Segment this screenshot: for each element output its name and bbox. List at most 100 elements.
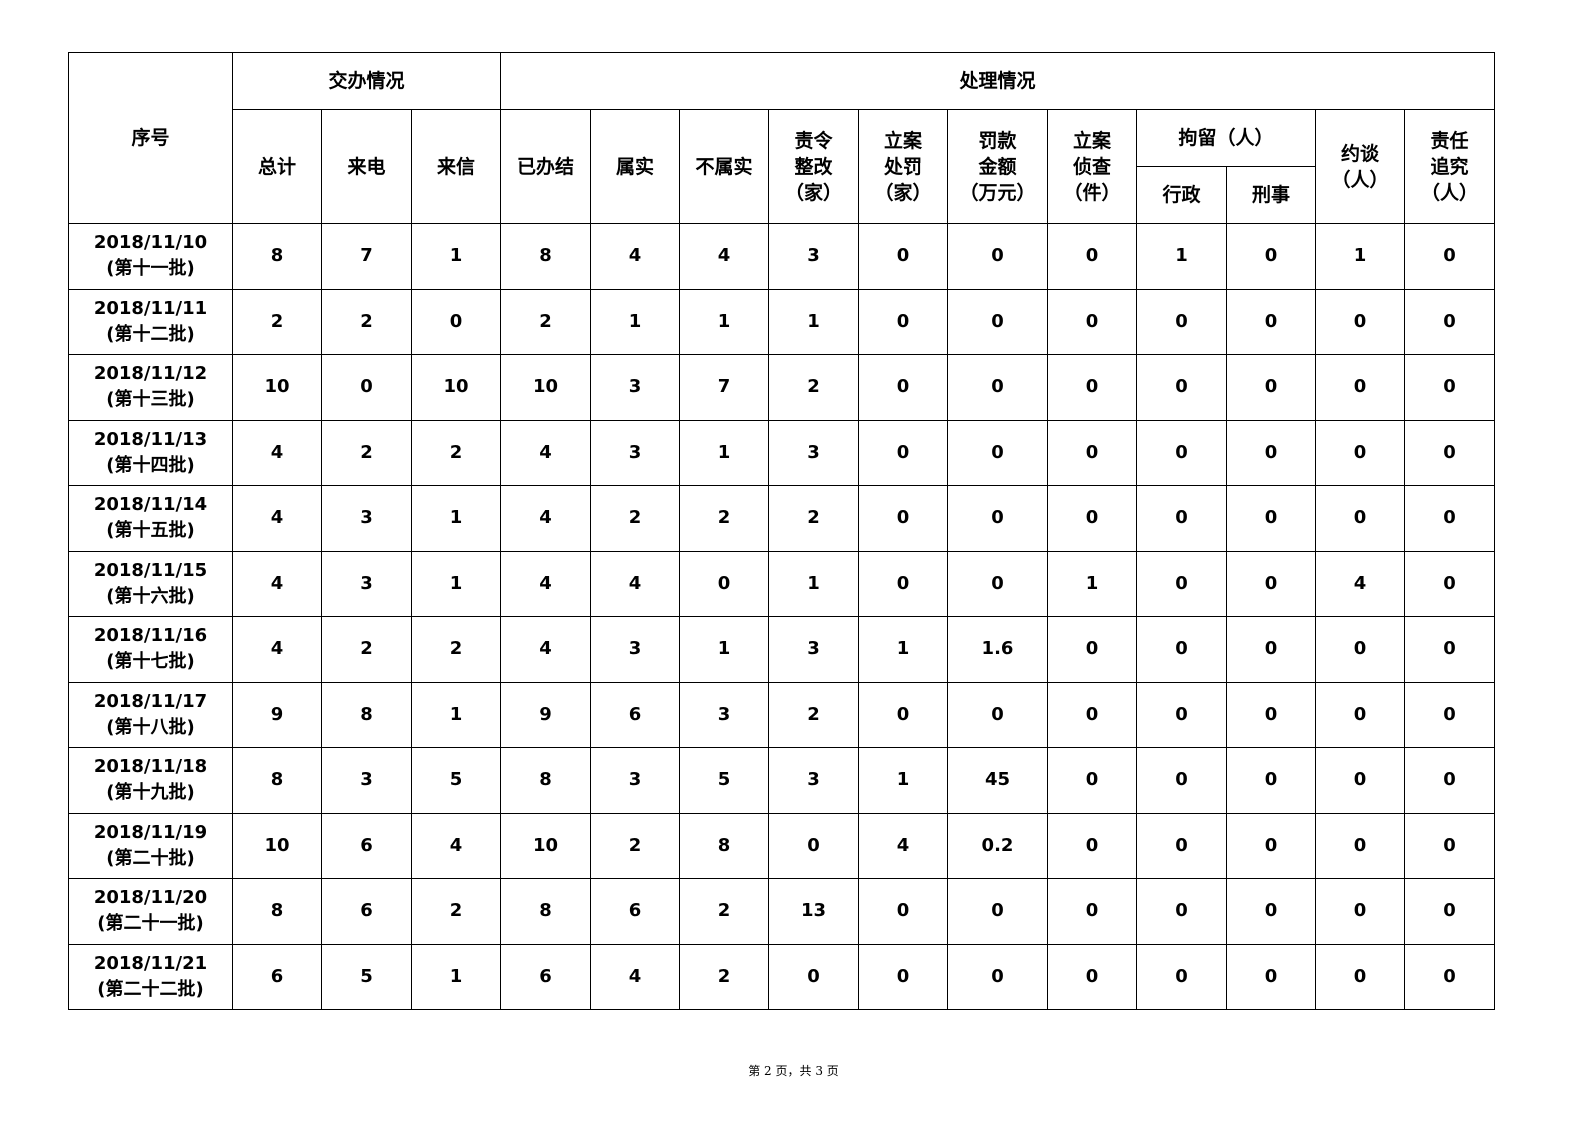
table-cell: 6 bbox=[500, 943, 591, 1010]
table-cell: 4 bbox=[500, 419, 591, 486]
table-cell: 0 bbox=[858, 288, 948, 355]
table-cell: 6 bbox=[590, 878, 680, 945]
table-cell: 7 bbox=[679, 354, 769, 421]
table-cell: 3 bbox=[590, 747, 680, 814]
table-cell: 0 bbox=[858, 681, 948, 748]
table-cell: 0 bbox=[768, 943, 859, 1010]
table-cell: 1 bbox=[1315, 223, 1405, 290]
table-cell: 0 bbox=[1047, 288, 1137, 355]
table-cell: 0 bbox=[1226, 747, 1316, 814]
table-cell: 2 bbox=[321, 288, 412, 355]
table-cell: 0 bbox=[1136, 812, 1227, 879]
table-cell: 0 bbox=[1403, 747, 1496, 814]
header-handle-col: 已办结 bbox=[500, 109, 591, 224]
header-handle-col: 罚款 金额 （万元） bbox=[947, 109, 1048, 224]
table-cell: 4 bbox=[500, 550, 591, 617]
table-cell: 0 bbox=[1047, 223, 1137, 290]
table-cell: 0 bbox=[1136, 681, 1227, 748]
table-cell: 2 bbox=[590, 485, 680, 552]
table-cell: 3 bbox=[768, 747, 859, 814]
table-cell: 3 bbox=[321, 747, 412, 814]
table-cell: 3 bbox=[590, 419, 680, 486]
table-cell: 0 bbox=[1226, 550, 1316, 617]
row-seq: 2018/11/16 (第十七批) bbox=[68, 616, 233, 683]
table-cell: 0 bbox=[1226, 616, 1316, 683]
header-handle-col: 责令 整改 （家） bbox=[768, 109, 859, 224]
table-cell: 0 bbox=[858, 878, 948, 945]
table-cell: 5 bbox=[679, 747, 769, 814]
table-cell: 0 bbox=[1403, 616, 1496, 683]
table-cell: 0 bbox=[411, 288, 501, 355]
row-seq: 2018/11/20 (第二十一批) bbox=[68, 878, 233, 945]
table-cell: 0 bbox=[947, 223, 1048, 290]
table-cell: 0 bbox=[768, 812, 859, 879]
table-cell: 0 bbox=[321, 354, 412, 421]
header-handle-col: 立案 处罚 （家） bbox=[858, 109, 948, 224]
table-cell: 2 bbox=[411, 419, 501, 486]
row-date: 2018/11/16 bbox=[93, 625, 208, 647]
table-cell: 2 bbox=[321, 419, 412, 486]
header-detain: 拘留（人） bbox=[1136, 109, 1316, 167]
table-cell: 0 bbox=[1226, 288, 1316, 355]
table-cell: 6 bbox=[321, 878, 412, 945]
table-cell: 13 bbox=[768, 878, 859, 945]
table-cell: 4 bbox=[411, 812, 501, 879]
table-cell: 0 bbox=[1226, 878, 1316, 945]
report-table: 序号 交办情况 处理情况 总计 来电 来信 已办结 属实 不属实 责令 整改 （家） 立案 处罚 （家… bbox=[68, 52, 1496, 1010]
table-cell: 4 bbox=[232, 550, 322, 617]
table-cell: 0 bbox=[1315, 485, 1405, 552]
table-cell: 0 bbox=[1315, 943, 1405, 1010]
header-assign-col: 来电 bbox=[321, 109, 412, 224]
table-cell: 9 bbox=[500, 681, 591, 748]
table-cell: 1 bbox=[590, 288, 680, 355]
page-footer: 第 2 页，共 3 页 bbox=[748, 1064, 839, 1078]
table-cell: 0 bbox=[1403, 354, 1496, 421]
row-date: 2018/11/12 bbox=[93, 363, 208, 385]
table-cell: 0 bbox=[1136, 550, 1227, 617]
row-date: 2018/11/15 bbox=[93, 559, 208, 581]
table-cell: 0 bbox=[1047, 419, 1137, 486]
row-seq: 2018/11/18 (第十九批) bbox=[68, 747, 233, 814]
table-cell: 0 bbox=[1403, 943, 1496, 1010]
table-cell: 0 bbox=[1047, 812, 1137, 879]
table-cell: 1 bbox=[768, 288, 859, 355]
table-row: 2018/11/12 (第十三批) 10 0 10 10 3 7 2 0 0 0 0 0 0 0 bbox=[68, 354, 1496, 421]
table-cell: 4 bbox=[590, 223, 680, 290]
table-cell: 10 bbox=[411, 354, 501, 421]
table-cell: 1 bbox=[1136, 223, 1227, 290]
header-detain-admin: 行政 bbox=[1136, 166, 1227, 224]
table-cell: 1.6 bbox=[947, 616, 1048, 683]
table-row: 2018/11/17 (第十八批) 9 8 1 9 6 3 2 0 0 0 0 0 0 0 bbox=[68, 681, 1496, 748]
table-cell: 0 bbox=[1136, 747, 1227, 814]
header-handle-col: 属实 bbox=[590, 109, 680, 224]
table-cell: 0 bbox=[1403, 288, 1496, 355]
table-cell: 1 bbox=[679, 419, 769, 486]
table-cell: 0 bbox=[1315, 878, 1405, 945]
table-cell: 2 bbox=[768, 681, 859, 748]
table-cell: 1 bbox=[1047, 550, 1137, 617]
row-batch: (第十四批) bbox=[106, 454, 195, 476]
table-cell: 4 bbox=[858, 812, 948, 879]
table-cell: 0 bbox=[858, 419, 948, 486]
row-date: 2018/11/21 bbox=[93, 952, 208, 974]
table-cell: 0 bbox=[947, 878, 1048, 945]
table-cell: 8 bbox=[679, 812, 769, 879]
row-batch: (第十八批) bbox=[106, 716, 195, 738]
table-cell: 3 bbox=[768, 616, 859, 683]
table-cell: 0 bbox=[1136, 288, 1227, 355]
table-cell: 9 bbox=[232, 681, 322, 748]
table-cell: 0 bbox=[1403, 812, 1496, 879]
table-row: 2018/11/18 (第十九批) 8 3 5 8 3 5 3 1 45 0 0 0 0 0 bbox=[68, 747, 1496, 814]
row-date: 2018/11/13 bbox=[93, 428, 208, 450]
header-interview: 约谈 （人） bbox=[1315, 109, 1405, 224]
table-cell: 2 bbox=[321, 616, 412, 683]
header-handle-col: 不属实 bbox=[679, 109, 769, 224]
table-cell: 0 bbox=[1315, 354, 1405, 421]
table-cell: 0 bbox=[1226, 354, 1316, 421]
table-cell: 10 bbox=[500, 812, 591, 879]
row-batch: (第二十批) bbox=[106, 847, 195, 869]
table-cell: 1 bbox=[411, 550, 501, 617]
header-accountability: 责任 追究 （人） bbox=[1403, 109, 1496, 224]
table-cell: 5 bbox=[321, 943, 412, 1010]
table-cell: 0 bbox=[1136, 616, 1227, 683]
